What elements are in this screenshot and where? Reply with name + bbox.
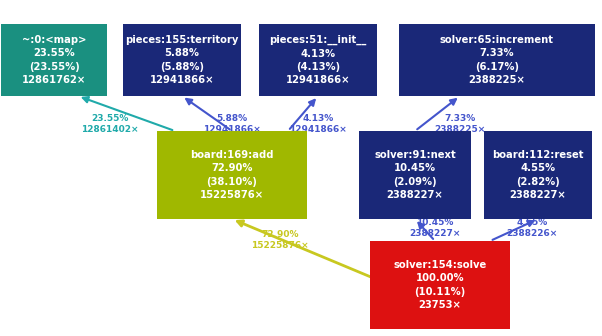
- FancyBboxPatch shape: [1, 24, 107, 96]
- Text: 5.88%
12941866×: 5.88% 12941866×: [203, 114, 261, 134]
- Text: board:169:add
72.90%
(38.10%)
15225876×: board:169:add 72.90% (38.10%) 15225876×: [190, 150, 274, 200]
- FancyBboxPatch shape: [370, 241, 510, 329]
- Text: solver:154:solve
100.00%
(10.11%)
23753×: solver:154:solve 100.00% (10.11%) 23753×: [393, 260, 486, 310]
- Text: solver:65:increment
7.33%
(6.17%)
2388225×: solver:65:increment 7.33% (6.17%) 238822…: [440, 35, 554, 85]
- Text: pieces:51:__init__
4.13%
(4.13%)
12941866×: pieces:51:__init__ 4.13% (4.13%) 1294186…: [269, 35, 367, 85]
- Text: 4.13%
12941866×: 4.13% 12941866×: [289, 114, 347, 134]
- Text: ~:0:<map>
23.55%
(23.55%)
12861762×: ~:0:<map> 23.55% (23.55%) 12861762×: [22, 35, 86, 85]
- Text: 10.45%
2388227×: 10.45% 2388227×: [409, 218, 461, 238]
- Text: 23.55%
12861402×: 23.55% 12861402×: [81, 114, 138, 134]
- FancyBboxPatch shape: [123, 24, 241, 96]
- FancyBboxPatch shape: [399, 24, 595, 96]
- Text: pieces:155:territory
5.88%
(5.88%)
12941866×: pieces:155:territory 5.88% (5.88%) 12941…: [125, 35, 238, 85]
- Text: 4.55%
2388226×: 4.55% 2388226×: [506, 218, 557, 238]
- Text: solver:91:next
10.45%
(2.09%)
2388227×: solver:91:next 10.45% (2.09%) 2388227×: [374, 150, 456, 200]
- FancyBboxPatch shape: [359, 131, 471, 219]
- FancyBboxPatch shape: [157, 131, 307, 219]
- FancyBboxPatch shape: [259, 24, 377, 96]
- Text: board:112:reset
4.55%
(2.82%)
2388227×: board:112:reset 4.55% (2.82%) 2388227×: [492, 150, 584, 200]
- Text: 7.33%
2388225×: 7.33% 2388225×: [435, 114, 486, 134]
- FancyBboxPatch shape: [484, 131, 592, 219]
- Text: 72.90%
15225876×: 72.90% 15225876×: [251, 230, 309, 250]
